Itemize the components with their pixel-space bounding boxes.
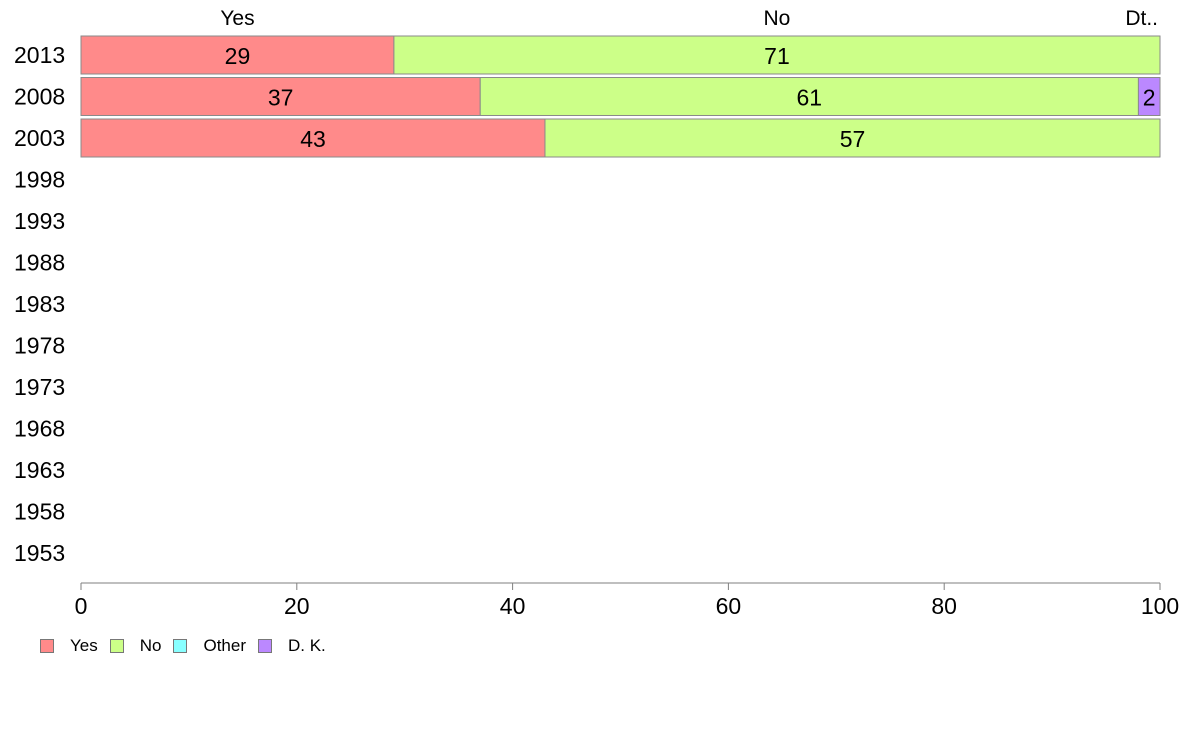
legend-label: Other [203,636,246,655]
year-label-1983: 1983 [14,291,65,317]
year-label-1973: 1973 [14,374,65,400]
bar-label-2013-no: 71 [764,43,790,69]
bar-2013-no [393,35,1161,75]
year-label-1998: 1998 [14,167,65,193]
top-label-3: Dt.. [1125,7,1158,30]
bar-labels: 29 71 37 61 2 43 57 [225,43,1156,152]
year-label-1958: 1958 [14,499,65,525]
bar-2008-yes [80,77,481,116]
bar-label-2008-d-k-: 2 [1143,85,1156,111]
bar-label-2003-yes: 43 [300,126,326,152]
legend-label: D. K. [288,636,326,655]
year-label-1993: 1993 [14,208,65,234]
x-axis: 0 20 40 60 80 100 [75,582,1179,619]
year-label-1968: 1968 [14,416,65,442]
bar-label-2003-no: 57 [840,126,866,152]
bar-2003-yes [80,118,546,158]
legend-swatch [258,639,272,653]
legend-item-yes: Yes [40,636,98,656]
legend-swatch [40,639,54,653]
year-label-1953: 1953 [14,540,65,566]
legend-item-other: Other [173,636,246,656]
top-label-1: Yes [220,7,254,30]
legend-swatch [109,639,124,653]
year-label-1988: 1988 [14,250,65,276]
x-tick-label-40: 40 [500,593,526,619]
legend-label: No [139,636,162,655]
bar-label-2008-yes: 37 [268,85,294,111]
bar-2008-d-k- [1137,77,1161,116]
year-label-1978: 1978 [14,333,65,359]
top-labels: Yes No Dt.. [220,7,1158,30]
bar-label-2013-yes: 29 [225,43,251,69]
x-tick-label-100: 100 [1141,593,1179,619]
legend-label: Yes [70,636,98,655]
legend-item-d-k-: D. K. [258,636,326,656]
year-label-1963: 1963 [14,457,65,483]
x-tick-label-80: 80 [931,593,957,619]
bars [80,35,1161,158]
year-labels: 2013 2008 2003 1998 1993 1988 1983 1978 1973 1968… [14,42,65,566]
x-tick-label-20: 20 [284,593,310,619]
bar-2003-no [544,118,1161,158]
x-tick-label-0: 0 [75,593,88,619]
legend-item-no: No [109,636,162,656]
top-label-2: No [764,7,791,30]
bar-2008-no [479,77,1139,116]
legend: Yes No Other D. K. [40,636,338,656]
bar-2013-yes [80,35,395,75]
year-label-2013: 2013 [14,42,65,68]
bar-label-2008-no: 61 [797,85,823,111]
x-tick-label-60: 60 [716,593,742,619]
year-label-2003: 2003 [14,125,65,151]
year-label-2008: 2008 [14,84,65,110]
legend-swatch [173,639,188,653]
